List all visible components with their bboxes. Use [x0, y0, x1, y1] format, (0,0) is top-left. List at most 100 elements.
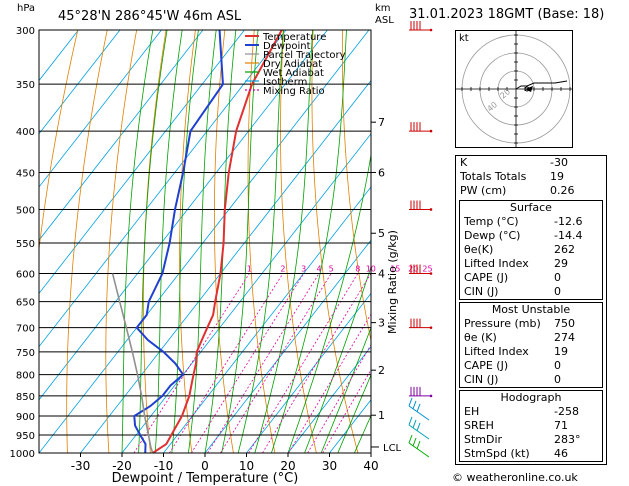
temperature-tick-label: -20 [112, 459, 132, 473]
km-tick-label: 4 [378, 268, 385, 281]
wind-barb [409, 21, 433, 32]
km-tick-label: 5 [378, 227, 385, 240]
km-tick-label: 6 [378, 166, 385, 179]
pressure-tick-label: 350 [16, 80, 35, 91]
surface-temp: Temp (°C) -12.6 [464, 215, 583, 228]
pressure-tick-label: 900 [16, 412, 35, 423]
temperature-tick-label: 40 [363, 459, 378, 473]
temperature-tick-label: 0 [201, 459, 209, 473]
pressure-tick-label: 950 [16, 431, 35, 442]
legend-entry: Parcel Trajectory [263, 50, 346, 61]
hodograph-section: Hodograph EH -258 SREH 71 StmDir 283° StmSp… [459, 390, 603, 462]
pressure-tick-label: 850 [16, 392, 35, 403]
surface-theta-e: θe(K) 262 [464, 243, 575, 256]
asl-unit-label: ASL [375, 15, 394, 26]
legend-entry: Mixing Ratio [263, 86, 325, 97]
isotherm-line [80, 79, 371, 453]
hodo-center-marker [524, 86, 530, 92]
km-tick-label: 7 [378, 116, 385, 129]
mixing-ratio-label: 10 [366, 265, 376, 274]
credit-link[interactable]: © weatheronline.co.uk [452, 471, 578, 484]
isotherm-line [39, 30, 162, 188]
most-unstable-title: Most Unstable [491, 303, 571, 316]
legend-entry: Dry Adiabat [263, 59, 322, 70]
wind-barb [409, 122, 433, 133]
legend-entry: Dewpoint [263, 41, 311, 52]
pressure-tick-label: 750 [16, 348, 35, 359]
isotherm-line [246, 292, 371, 453]
isotherm-line [39, 30, 245, 295]
valid-datetime: 31.01.2023 18GMT (Base: 18) [409, 7, 605, 22]
mu-theta-e: θe (K) 274 [464, 331, 575, 344]
pressure-tick-label: 550 [16, 239, 35, 250]
index-row-pw: PW (cm) 0.26 [460, 184, 575, 197]
wet-adiabat-line [337, 373, 371, 453]
isotherm-line [204, 239, 371, 453]
parcel-trajectory-curve [111, 273, 154, 453]
hodograph-trace [515, 80, 568, 90]
dry-adiabat-line [372, 30, 441, 453]
lcl-label: LCL [383, 443, 402, 454]
isotherm-line [39, 30, 370, 453]
hodograph-title: Hodograph [500, 391, 562, 404]
wet-adiabat-line [154, 30, 183, 453]
mixing-ratio-label: 15 [390, 265, 400, 274]
km-unit-label: km [375, 3, 391, 14]
index-row-totals: Totals Totals 19 [460, 170, 564, 183]
wind-barb [409, 318, 433, 329]
pressure-tick-label: 500 [16, 205, 35, 216]
dry-adiabat-line [39, 30, 79, 253]
mixing-ratio-line [288, 313, 371, 453]
mixing-ratio-line [322, 369, 371, 453]
pressure-tick-label: 800 [16, 371, 35, 382]
wind-barb [408, 416, 430, 440]
km-tick-label: 1 [378, 409, 385, 422]
isotherm-line [39, 30, 121, 135]
dewpoint-curve [133, 30, 224, 453]
mixing-ratio-label: 1 [247, 265, 252, 274]
most-unstable-section: Most Unstable Pressure (mb) 750 θe (K) 274… [459, 302, 603, 388]
mixing-ratio-label: 8 [355, 265, 360, 274]
mixing-ratio-line [207, 273, 320, 453]
dry-adiabat-line [66, 30, 108, 453]
temperature-tick-label: 20 [280, 459, 295, 473]
mu-pressure: Pressure (mb) 750 [464, 317, 575, 330]
mixing-ratio-axis-label: Mixing Ratio (g/kg) [386, 230, 399, 334]
mixing-ratio-label: 2 [280, 265, 285, 274]
wind-barb [408, 397, 430, 421]
wind-barb [408, 434, 430, 458]
km-tick-label: 2 [378, 364, 385, 377]
mixing-ratio-line [262, 273, 371, 453]
mu-lifted-index: Lifted Index 19 [464, 345, 568, 358]
isotherm-line [163, 186, 371, 453]
hodograph: kt 20 40 [455, 30, 573, 148]
hodograph-unit: kt [459, 33, 469, 44]
dry-adiabat-line [179, 30, 196, 453]
surface-cin: CIN (J) 0 [464, 285, 561, 298]
wet-adiabat-line [121, 30, 154, 453]
pressure-tick-label: 300 [16, 26, 35, 37]
station-info: 45°28'N 286°45'W 46m ASL [58, 9, 242, 24]
mixing-ratio-line [307, 344, 371, 453]
wind-barb [409, 200, 433, 211]
surface-lifted-index: Lifted Index 29 [464, 257, 568, 270]
mixing-ratio-line [191, 273, 305, 453]
x-axis-label: Dewpoint / Temperature (°C) [112, 471, 299, 486]
hodo-eh: EH -258 [464, 405, 579, 418]
temperature-tick-label: -10 [154, 459, 174, 473]
temperature-curve [152, 30, 283, 453]
legend-entry: Wet Adiabat [263, 68, 324, 79]
hodo-stmdir: StmDir 283° [464, 433, 581, 446]
surface-title: Surface [510, 201, 552, 214]
mu-cin: CIN (J) 0 [464, 373, 561, 386]
pressure-tick-label: 400 [16, 127, 35, 138]
temperature-tick-label: -30 [71, 459, 91, 473]
surface-section: Surface Temp (°C) -12.6 Dewp (°C) -14.4 θe… [459, 200, 603, 300]
pressure-tick-label: 1000 [10, 449, 35, 460]
wet-adiabat-line [188, 30, 217, 453]
hodo-sreh: SREH 71 [464, 419, 568, 432]
surface-cape: CAPE (J) 0 [464, 271, 561, 284]
mixing-ratio-label: 5 [329, 265, 334, 274]
mixing-ratio-line [248, 273, 359, 453]
